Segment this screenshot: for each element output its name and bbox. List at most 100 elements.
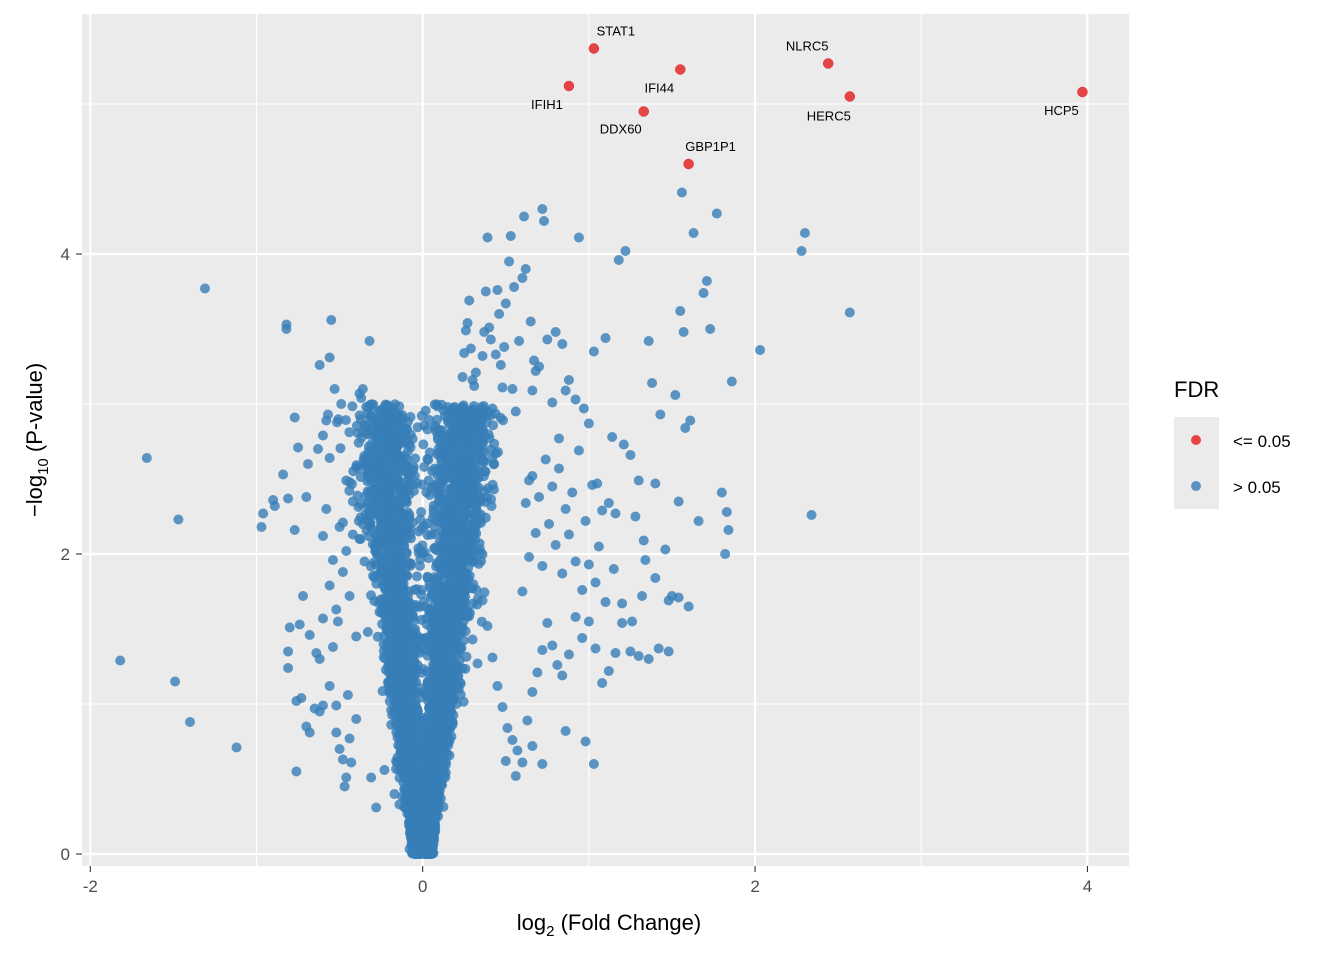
data-point: [438, 462, 449, 473]
data-point: [354, 410, 365, 421]
data-point: [408, 462, 419, 473]
data-point: [479, 587, 490, 598]
data-point: [394, 537, 405, 548]
data-point: [410, 599, 421, 610]
data-point: [480, 466, 491, 477]
data-point: [431, 557, 442, 568]
data-point: [374, 405, 385, 416]
data-point: [389, 424, 400, 435]
data-point: [407, 686, 418, 697]
data-point: [418, 439, 429, 450]
data-point: [368, 570, 379, 581]
data-point: [388, 682, 399, 693]
data-point: [340, 415, 351, 426]
data-point: [436, 453, 447, 464]
data-point: [366, 590, 377, 601]
data-point: [383, 514, 394, 525]
data-point: [465, 485, 476, 496]
data-point: [415, 633, 426, 644]
data-point: [419, 547, 430, 558]
data-point: [372, 631, 383, 642]
data-point: [421, 666, 432, 677]
data-point: [497, 415, 508, 426]
data-point: [382, 640, 393, 651]
data-point: [415, 514, 426, 525]
data-point: [397, 645, 408, 656]
data-point: [476, 446, 487, 457]
data-point: [426, 589, 437, 600]
data-point: [400, 462, 411, 473]
data-point: [429, 672, 440, 683]
data-point: [387, 547, 398, 558]
data-point: [367, 501, 378, 512]
data-point: [459, 587, 470, 598]
data-point: [429, 521, 440, 532]
data-point: [466, 498, 477, 509]
data-point: [492, 447, 503, 458]
data-point: [458, 488, 469, 499]
data-point: [405, 412, 416, 423]
data-point: [398, 597, 409, 608]
data-point: [413, 526, 424, 537]
data-point: [333, 414, 344, 425]
data-point: [424, 605, 435, 616]
data-point: [386, 495, 397, 506]
data-point: [425, 684, 436, 695]
data-point: [411, 702, 422, 713]
data-point: [436, 527, 447, 538]
data-point: [473, 558, 484, 569]
plot-panel: [82, 14, 1129, 866]
data-point: [410, 453, 421, 464]
data-point: [364, 531, 375, 542]
data-point: [489, 438, 500, 449]
data-point: [362, 486, 373, 497]
data-point: [377, 572, 388, 583]
data-point: [461, 508, 472, 519]
data-point: [371, 578, 382, 589]
data-point: [427, 466, 438, 477]
data-point: [434, 679, 445, 690]
data-point: [480, 496, 491, 507]
data-point: [344, 485, 355, 496]
data-point: [353, 437, 364, 448]
data-point: [373, 511, 384, 522]
data-point: [432, 545, 443, 556]
data-point: [488, 484, 499, 495]
minor-gridlines: [82, 14, 1129, 866]
data-point: [413, 645, 424, 656]
data-point: [355, 471, 366, 482]
data-point: [439, 482, 450, 493]
data-point: [394, 527, 405, 538]
data-point: [371, 436, 382, 447]
data-point: [436, 570, 447, 581]
data-point: [410, 664, 421, 675]
data-point: [411, 584, 422, 595]
data-point: [344, 427, 355, 438]
data-point: [397, 493, 408, 504]
data-point: [419, 420, 430, 431]
data-point: [388, 649, 399, 660]
data-point: [425, 732, 436, 743]
data-point: [445, 702, 456, 713]
data-point: [417, 479, 428, 490]
data-point: [416, 506, 427, 517]
data-point: [441, 431, 452, 442]
data-point: [416, 410, 427, 421]
major-gridlines: [82, 14, 1129, 866]
data-point: [335, 443, 346, 454]
data-point: [475, 420, 486, 431]
data-point: [461, 415, 472, 426]
data-point: [347, 401, 358, 412]
data-point: [424, 489, 435, 500]
data-point: [402, 675, 413, 686]
data-point: [419, 461, 430, 472]
data-point: [428, 508, 439, 519]
data-point: [379, 434, 390, 445]
data-point: [380, 583, 391, 594]
data-point: [418, 597, 429, 608]
data-point: [375, 522, 386, 533]
data-point: [414, 561, 425, 572]
data-point: [386, 719, 397, 730]
data-point: [392, 468, 403, 479]
